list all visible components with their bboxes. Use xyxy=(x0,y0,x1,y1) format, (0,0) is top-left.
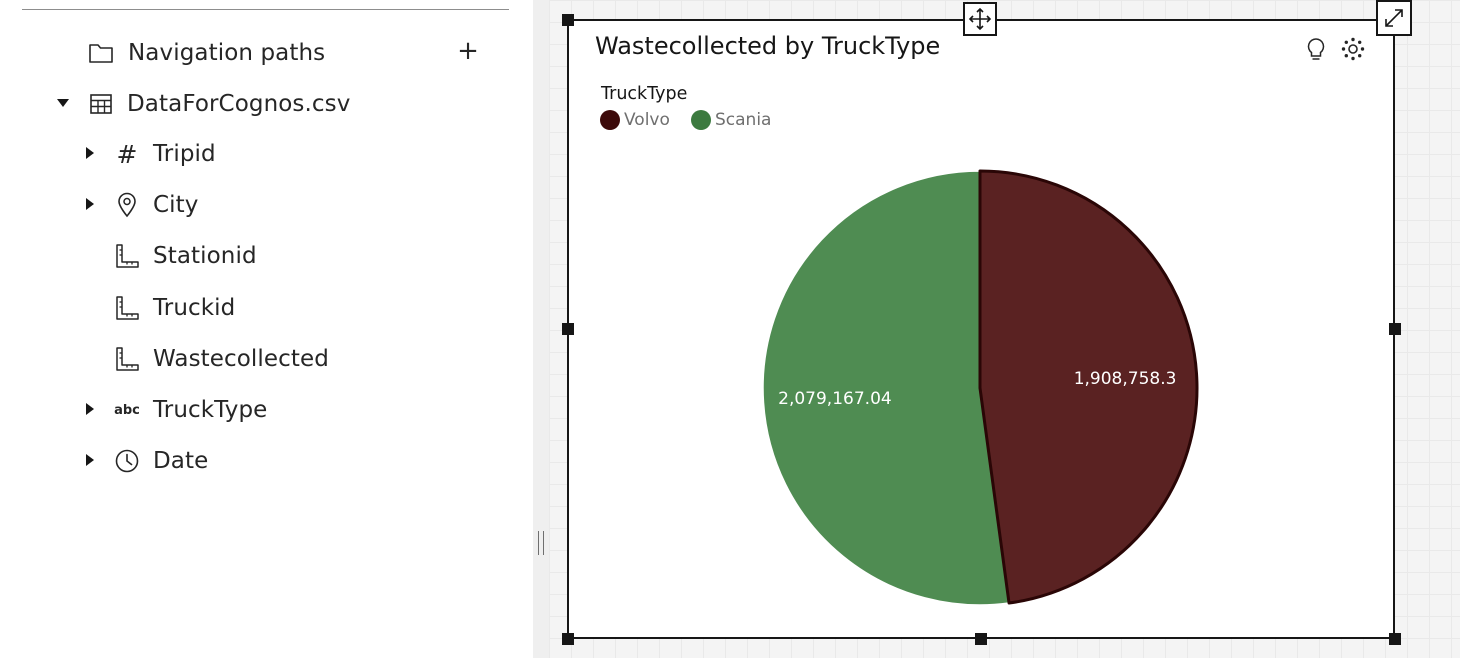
location-pin-icon xyxy=(114,192,140,218)
maximize-arrows-icon xyxy=(1385,9,1403,27)
field-label-date: Date xyxy=(153,448,209,474)
expand-city-caret[interactable] xyxy=(86,198,94,210)
legend-swatch-scania xyxy=(691,110,711,130)
data-label-scania: 2,079,167.04 xyxy=(778,389,892,409)
field-row-city[interactable]: City xyxy=(114,185,198,225)
collapse-source-caret[interactable] xyxy=(57,99,69,107)
navigation-paths-label: Navigation paths xyxy=(128,40,326,66)
splitter-grip-icon[interactable] xyxy=(538,531,544,555)
field-label-wastecollected: Wastecollected xyxy=(153,346,329,372)
pie-slice-scania[interactable] xyxy=(762,170,1010,606)
field-label-stationid: Stationid xyxy=(153,243,257,269)
panel-divider xyxy=(22,9,509,10)
table-icon xyxy=(88,91,114,117)
move-widget-handle[interactable] xyxy=(963,2,997,36)
legend-title: TruckType xyxy=(601,84,688,104)
resize-handle-right[interactable] xyxy=(1389,323,1401,335)
hash-icon: # xyxy=(116,139,138,169)
folder-icon xyxy=(88,40,114,66)
measure-ruler-icon xyxy=(114,243,140,269)
field-row-date[interactable]: Date xyxy=(114,441,208,481)
data-source-label: DataForCognos.csv xyxy=(127,91,351,117)
field-label-city: City xyxy=(153,192,199,218)
legend-swatch-volvo xyxy=(600,110,620,130)
expand-date-caret[interactable] xyxy=(86,454,94,466)
legend-label-scania: Scania xyxy=(715,110,772,130)
navigation-paths-row[interactable]: Navigation paths xyxy=(88,33,325,73)
lightbulb-insights-icon[interactable] xyxy=(1303,37,1329,63)
field-row-trucktype[interactable]: abc TruckType xyxy=(114,390,267,430)
data-source-row[interactable]: DataForCognos.csv xyxy=(88,84,350,124)
expand-tripid-caret[interactable] xyxy=(86,147,94,159)
measure-ruler-icon xyxy=(114,346,140,372)
measure-ruler-icon xyxy=(114,295,140,321)
pie-chart[interactable]: 1,908,758.3 2,079,167.04 xyxy=(740,150,1220,630)
clock-icon xyxy=(114,448,140,474)
text-abc-icon: abc xyxy=(114,402,140,418)
legend-label-volvo: Volvo xyxy=(624,110,670,130)
data-source-panel: Navigation paths + DataForCognos.csv # T… xyxy=(0,0,533,658)
legend-item-scania[interactable]: Scania xyxy=(691,109,771,131)
panel-resize-splitter[interactable] xyxy=(533,0,549,658)
expand-widget-button[interactable] xyxy=(1376,0,1412,36)
field-row-truckid[interactable]: Truckid xyxy=(114,288,235,328)
resize-handle-left[interactable] xyxy=(562,323,574,335)
move-arrows-icon xyxy=(968,7,992,31)
chart-title: Wastecollected by TruckType xyxy=(595,32,941,60)
field-row-stationid[interactable]: Stationid xyxy=(114,236,257,276)
expand-trucktype-caret[interactable] xyxy=(86,403,94,415)
resize-handle-bottom-left[interactable] xyxy=(562,633,574,645)
field-label-trucktype: TruckType xyxy=(153,397,268,423)
field-label-tripid: Tripid xyxy=(153,141,216,167)
resize-handle-bottom-right[interactable] xyxy=(1389,633,1401,645)
pie-slice-volvo[interactable] xyxy=(978,169,1199,605)
resize-handle-bottom[interactable] xyxy=(975,633,987,645)
resize-handle-top-left[interactable] xyxy=(562,14,574,26)
visualization-settings-icon[interactable] xyxy=(1340,36,1366,62)
add-navigation-path-button[interactable]: + xyxy=(457,36,479,66)
legend-item-volvo[interactable]: Volvo xyxy=(600,109,670,131)
field-row-wastecollected[interactable]: Wastecollected xyxy=(114,339,329,379)
field-label-truckid: Truckid xyxy=(153,295,236,321)
data-label-volvo: 1,908,758.3 xyxy=(1074,369,1177,389)
field-row-tripid[interactable]: # Tripid xyxy=(114,134,216,174)
